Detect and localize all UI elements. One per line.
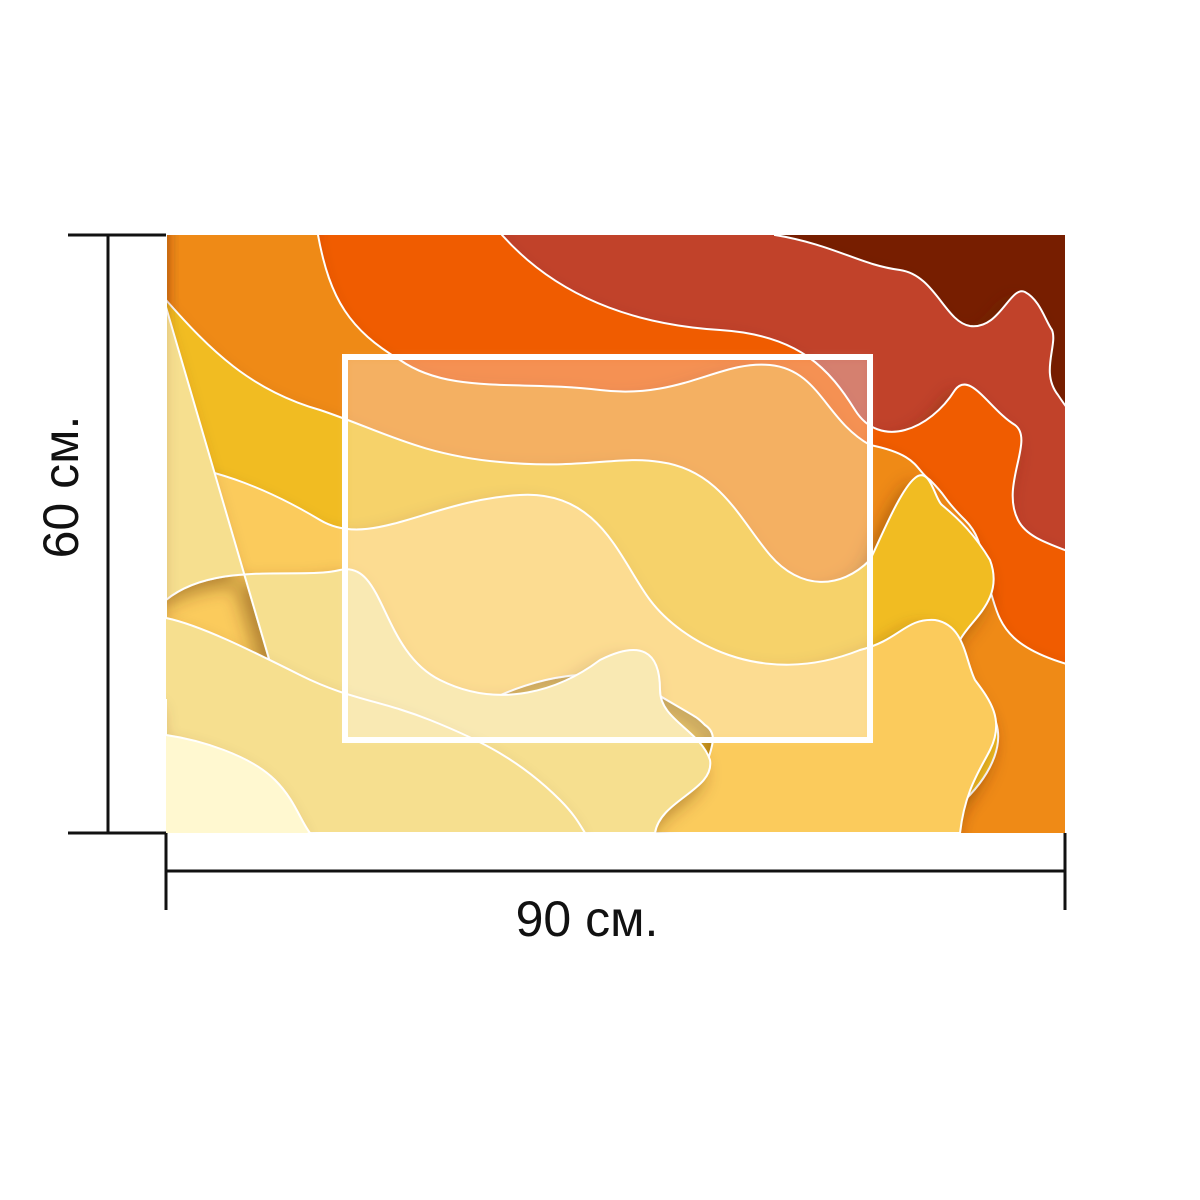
frame-border — [342, 354, 873, 743]
height-dimension — [68, 233, 166, 835]
width-label: 90 см. — [516, 891, 659, 947]
width-dimension — [164, 833, 1067, 910]
wave-layer-0 — [166, 699, 312, 833]
height-label: 60 см. — [33, 416, 89, 559]
wave-artwork — [166, 235, 1065, 833]
frame-overlay — [345, 357, 870, 740]
